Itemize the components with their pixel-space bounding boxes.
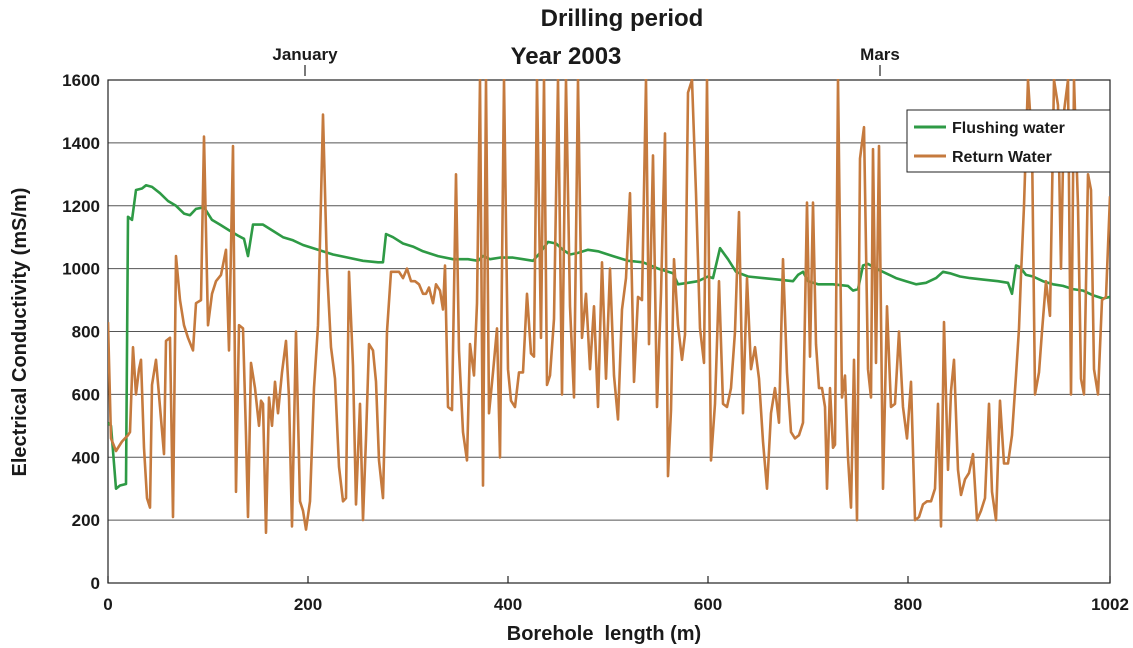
y-tick-labels: 0 200 400 600 800 1000 1200 1400 1600 <box>62 71 100 593</box>
series-lines <box>108 79 1110 535</box>
x-tick-label: 800 <box>894 595 922 614</box>
series-line-return-water <box>108 79 1110 535</box>
y-tick-label: 1600 <box>62 71 100 90</box>
y-axis-title: Electrical Conductivity (mS/m) <box>9 188 31 477</box>
y-tick-label: 1200 <box>62 197 100 216</box>
x-tick-label: 400 <box>494 595 522 614</box>
legend-label-flushing-water: Flushing water <box>952 120 1065 137</box>
x-tick-label: 1002 <box>1091 595 1129 614</box>
chart-subtitle: Year 2003 <box>511 43 622 70</box>
y-tick-label: 1000 <box>62 260 100 279</box>
x-tick-label: 200 <box>294 595 322 614</box>
series-line-flushing-water <box>108 184 1110 491</box>
month-label: January <box>272 45 338 64</box>
legend: Flushing water Return Water <box>906 109 1111 173</box>
y-tick-label: 600 <box>72 385 100 404</box>
y-tick-label: 0 <box>91 574 100 593</box>
month-label: Mars <box>860 45 900 64</box>
x-tick-label: 0 <box>103 595 112 614</box>
y-tick-label: 200 <box>72 511 100 530</box>
x-tick-labels: 0 200 400 600 800 1002 <box>103 576 1129 614</box>
x-tick-label: 600 <box>694 595 722 614</box>
legend-label-return-water: Return Water <box>952 149 1052 166</box>
x-axis-title: Borehole length (m) <box>507 623 701 645</box>
legend-box <box>906 109 1111 173</box>
top-month-axis: January Mars <box>272 45 900 76</box>
y-tick-label: 1400 <box>62 134 100 153</box>
chart-title: Drilling period <box>541 5 704 32</box>
y-tick-label: 800 <box>72 323 100 342</box>
y-tick-label: 400 <box>72 448 100 467</box>
